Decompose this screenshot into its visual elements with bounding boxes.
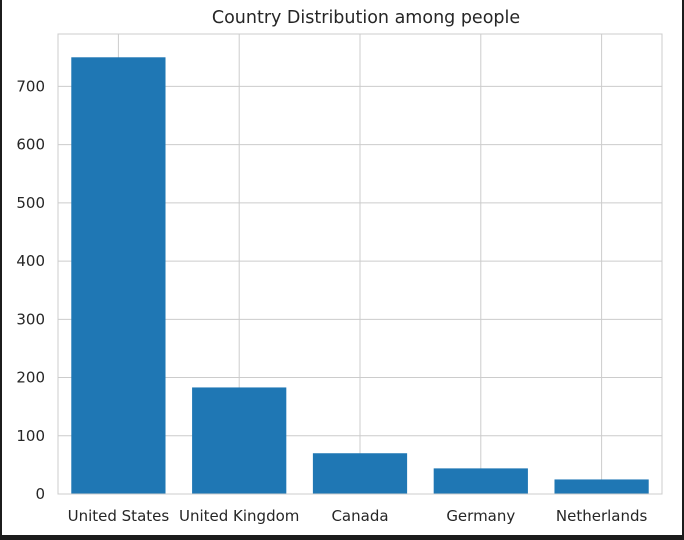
x-tick-label: United States (68, 507, 170, 525)
y-tick-label: 400 (16, 252, 45, 270)
y-tick-label: 500 (16, 194, 45, 212)
axis-layer: 0 100 200 300 400 500 600 700 United States Unite… (16, 33, 663, 525)
plot-border (57, 33, 663, 495)
bar (71, 57, 166, 494)
chart-title: Country Distribution among people (212, 8, 520, 28)
y-tick-label: 600 (16, 136, 45, 154)
x-tick-label: Germany (446, 507, 515, 525)
y-tick-label: 700 (16, 77, 45, 95)
x-tick-label: Netherlands (556, 507, 648, 525)
y-tick-label: 300 (16, 310, 45, 328)
y-tick-label: 200 (16, 369, 45, 387)
y-tick-label: 100 (16, 427, 45, 445)
bar (433, 468, 528, 494)
bar (312, 453, 408, 494)
y-tick-label: 0 (35, 485, 45, 503)
x-tick-label: United Kingdom (179, 507, 299, 525)
bar (554, 479, 649, 494)
bar-layer (71, 57, 649, 494)
bar (192, 387, 287, 494)
x-tick-label: Canada (331, 507, 388, 525)
